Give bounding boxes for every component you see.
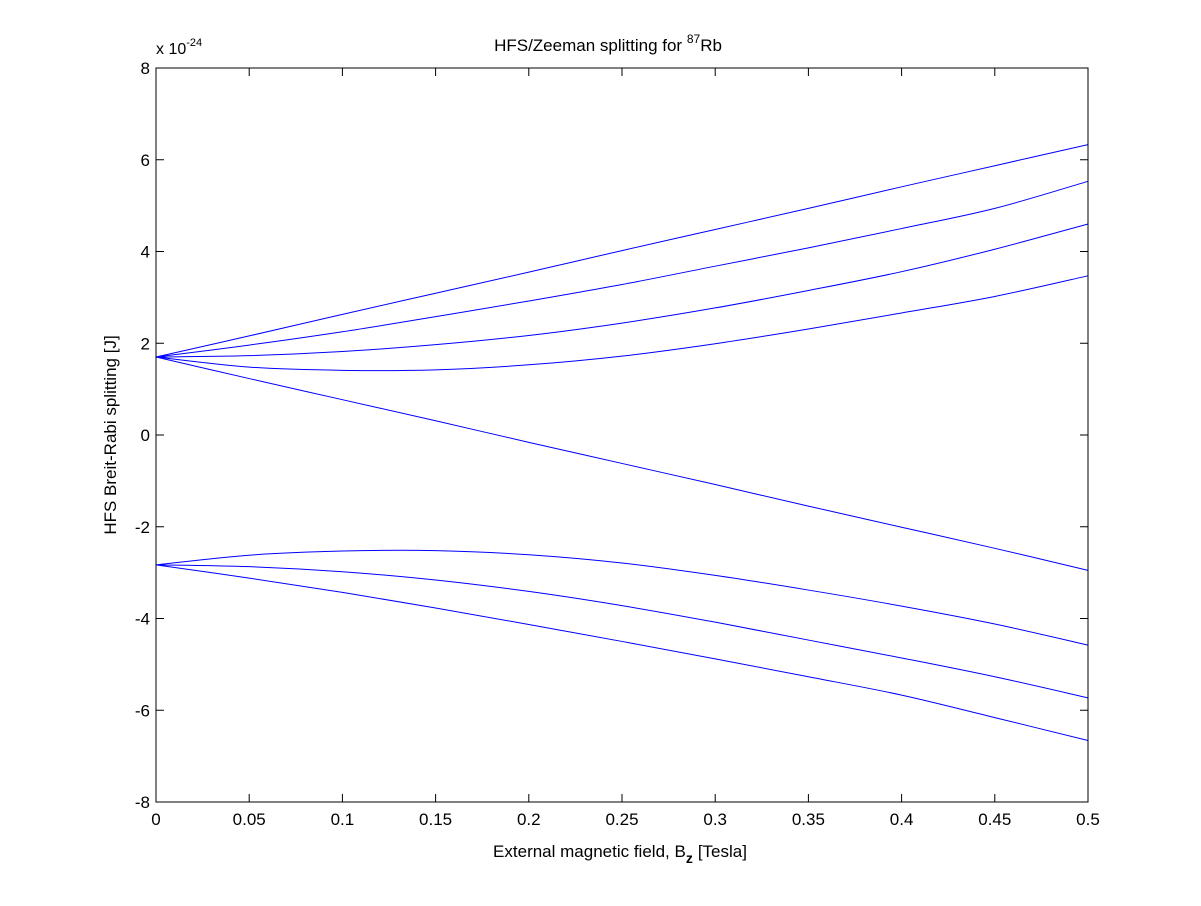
chart-title-element: Rb	[700, 36, 722, 55]
series-line-7	[155, 564, 1089, 699]
series-line-4	[155, 275, 1089, 372]
series-line-2	[155, 180, 1089, 358]
x-tick-label: 0.2	[517, 810, 541, 829]
y-exponent-base: x 10	[156, 41, 186, 58]
x-axis-label-subscript: z	[686, 850, 693, 866]
x-tick-label: 0.15	[419, 810, 452, 829]
series-line-8	[155, 564, 1089, 742]
series-line-1	[155, 144, 1089, 358]
chart-title-text: HFS/Zeeman splitting for	[494, 36, 682, 55]
y-exponent-label: x 10-24	[156, 37, 202, 58]
x-tick-label: 0.3	[703, 810, 727, 829]
x-tick-label: 0.45	[978, 810, 1011, 829]
y-tick-label: 4	[141, 243, 150, 262]
ticks-layer: 0 0.05 0.1 0.15 0.2 0.25 0.3 0.35 0.4 0.45 0.5 -8 -6…	[135, 59, 1100, 829]
x-tick-label: 0.1	[331, 810, 355, 829]
axes-box	[155, 67, 1089, 803]
y-tick-label: 2	[141, 334, 150, 353]
x-axis-label-text: External magnetic field, B	[493, 842, 686, 861]
series-line-3	[155, 223, 1089, 358]
y-tick-label: 8	[141, 59, 150, 78]
y-tick-label: 0	[141, 426, 150, 445]
x-tick-label: 0.05	[233, 810, 266, 829]
y-exponent-power: -24	[186, 37, 202, 49]
series-line-6	[155, 549, 1089, 646]
x-tick-label: 0.5	[1076, 810, 1100, 829]
chart-title: HFS/Zeeman splitting for 87Rb	[494, 32, 722, 55]
x-tick-label: 0.4	[890, 810, 914, 829]
x-axis-label-unit: [Tesla]	[698, 842, 747, 861]
y-tick-label: -4	[135, 610, 150, 629]
x-tick-label: 0	[151, 810, 160, 829]
x-tick-label: 0.35	[792, 810, 825, 829]
series-line-5	[155, 356, 1089, 571]
y-tick-label: -8	[135, 793, 150, 812]
y-tick-label: -6	[135, 701, 150, 720]
x-tick-label: 0.25	[605, 810, 638, 829]
x-axis-label: External magnetic field, Bz [Tesla]	[493, 842, 747, 866]
y-axis-label: HFS Breit-Rabi splitting [J]	[101, 335, 120, 534]
series-layer	[155, 144, 1089, 742]
chart-title-isotope: 87	[687, 32, 701, 46]
y-tick-label: 6	[141, 151, 150, 170]
y-tick-label: -2	[135, 518, 150, 537]
plot-area	[156, 68, 1088, 802]
